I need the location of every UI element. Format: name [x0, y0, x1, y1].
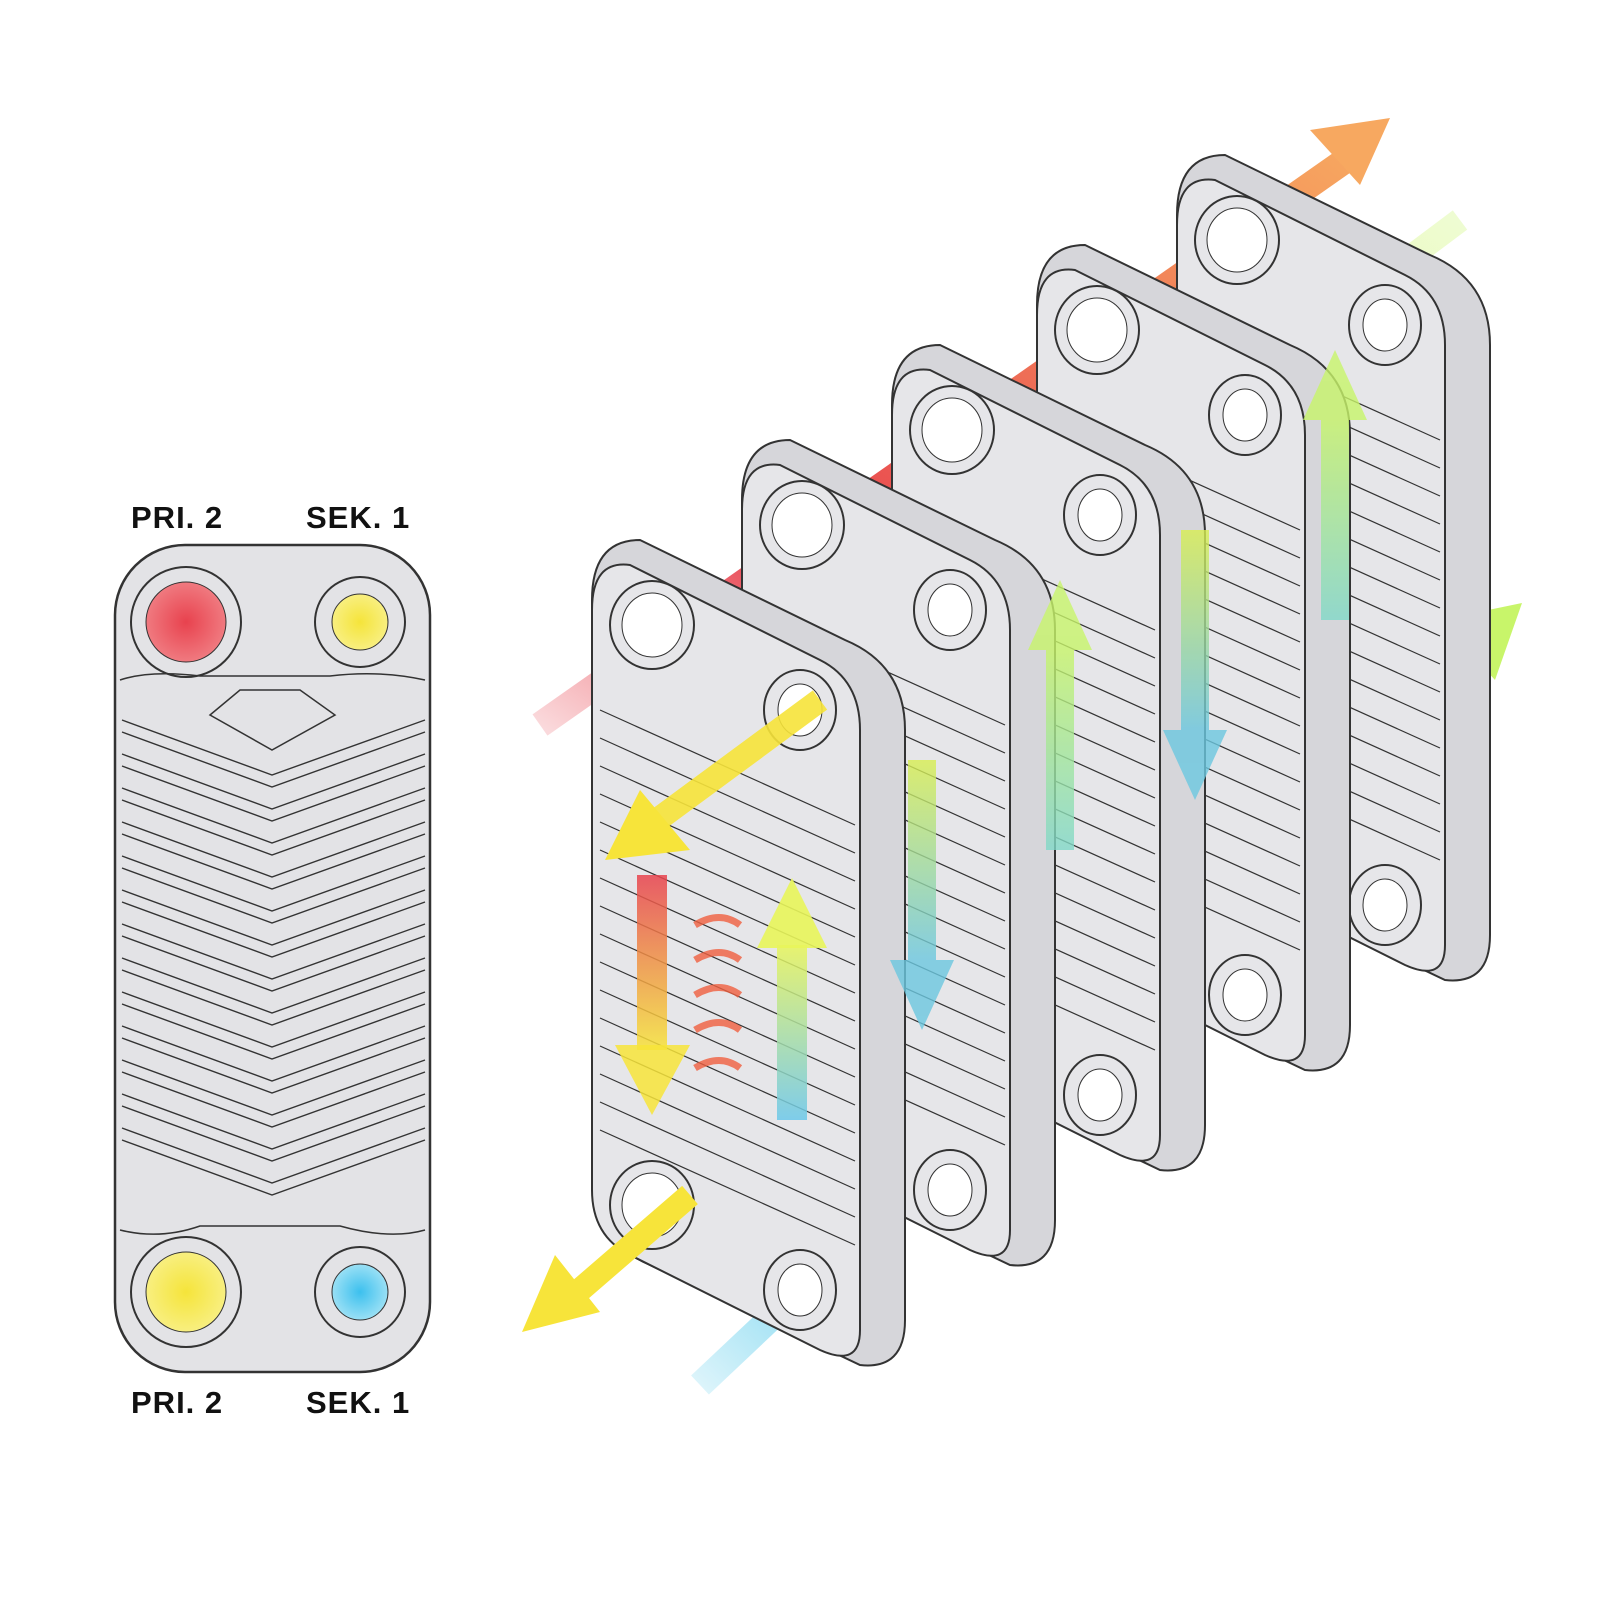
chevron-ridge	[121, 821, 426, 890]
flow-arrow-up	[1303, 350, 1367, 620]
chevron-ridge	[121, 1127, 426, 1196]
chevron-ridge	[121, 991, 426, 1060]
flow-arrow-down	[1163, 530, 1227, 800]
chevron-corrugation	[121, 719, 426, 1196]
flow-arrow-up	[1028, 580, 1092, 850]
outlet-arrow-orange	[1310, 118, 1390, 185]
heat-transfer-waves	[693, 914, 743, 1072]
chevron-ridge	[121, 889, 426, 958]
chevron-ridge	[121, 753, 426, 822]
plate-5	[591, 538, 906, 1367]
front-plate-arrows	[522, 690, 828, 1332]
chevron-ridge	[121, 1093, 426, 1162]
chevron-ridge	[121, 787, 426, 856]
flow-arrow-down	[890, 760, 954, 1030]
label-top-primary: PRI. 2	[131, 500, 224, 535]
chevron-ridge	[121, 923, 426, 992]
label-top-secondary: SEK. 1	[306, 500, 411, 535]
port-secondary-in	[331, 1263, 389, 1321]
outlet-arrow-yellow	[522, 1255, 600, 1332]
plate-stack	[591, 153, 1491, 1367]
label-bottom-primary: PRI. 2	[131, 1385, 224, 1420]
chevron-ridge	[121, 1025, 426, 1094]
chevron-ridge	[121, 957, 426, 1026]
port-primary-in	[145, 581, 227, 663]
chevron-ridge	[121, 1059, 426, 1128]
port-primary-out	[145, 1251, 227, 1333]
chevron-ridge	[121, 855, 426, 924]
chevron-ridge	[121, 719, 426, 788]
plate-front-view	[113, 543, 432, 1374]
port-secondary-out	[331, 593, 389, 651]
label-bottom-secondary: SEK. 1	[306, 1385, 411, 1420]
